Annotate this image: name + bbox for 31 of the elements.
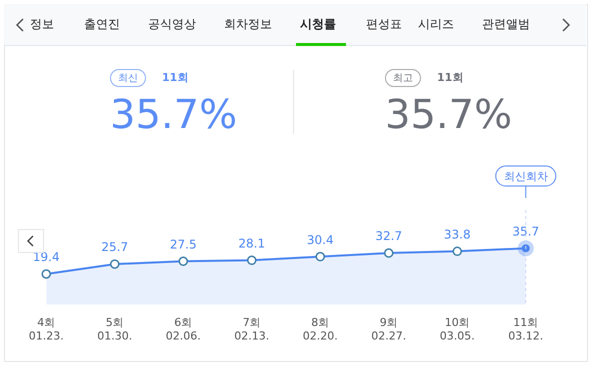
- x-tick-label: 5회 01.30.: [97, 316, 132, 342]
- x-tick-label: 4회 01.23.: [28, 316, 64, 342]
- text: 최신회차: [504, 170, 548, 183]
- category-label: 출연진: [84, 16, 120, 33]
- data-label: 30.4: [306, 232, 334, 247]
- x-tick-label: 8회 02.20.: [302, 316, 338, 342]
- category-label: 시청률: [300, 16, 336, 33]
- text: 35.7%: [385, 92, 512, 138]
- category-label: 시리즈: [418, 16, 454, 33]
- data-label: 25.7: [101, 240, 128, 254]
- text: 11회: [162, 70, 188, 85]
- data-label: 28.1: [238, 236, 266, 250]
- data-label: 33.8: [444, 227, 471, 242]
- x-tick-label: 11회 03.12.: [508, 316, 544, 342]
- x-tick-label: 9회 02.27.: [371, 316, 406, 342]
- category-label: 편성표: [366, 16, 402, 33]
- category-label: 회차정보: [224, 16, 272, 33]
- text: 11회: [437, 70, 464, 85]
- text: 최고: [385, 69, 421, 87]
- text: 최신: [110, 69, 146, 87]
- text: 35.7%: [110, 92, 238, 138]
- x-tick-label: 7회 02.13.: [234, 316, 270, 342]
- category-label: 관련앨범: [482, 16, 530, 33]
- x-tick-label: 6회 02.06.: [166, 316, 201, 342]
- data-label: 35.7: [512, 224, 540, 238]
- data-label: 19.4: [32, 250, 60, 264]
- category-label: 정보: [30, 16, 54, 33]
- data-label: 32.7: [375, 229, 402, 244]
- data-label: 27.5: [170, 237, 197, 252]
- category-label: 공식영상: [148, 16, 196, 33]
- x-tick-label: 10회 03.05.: [440, 316, 475, 342]
